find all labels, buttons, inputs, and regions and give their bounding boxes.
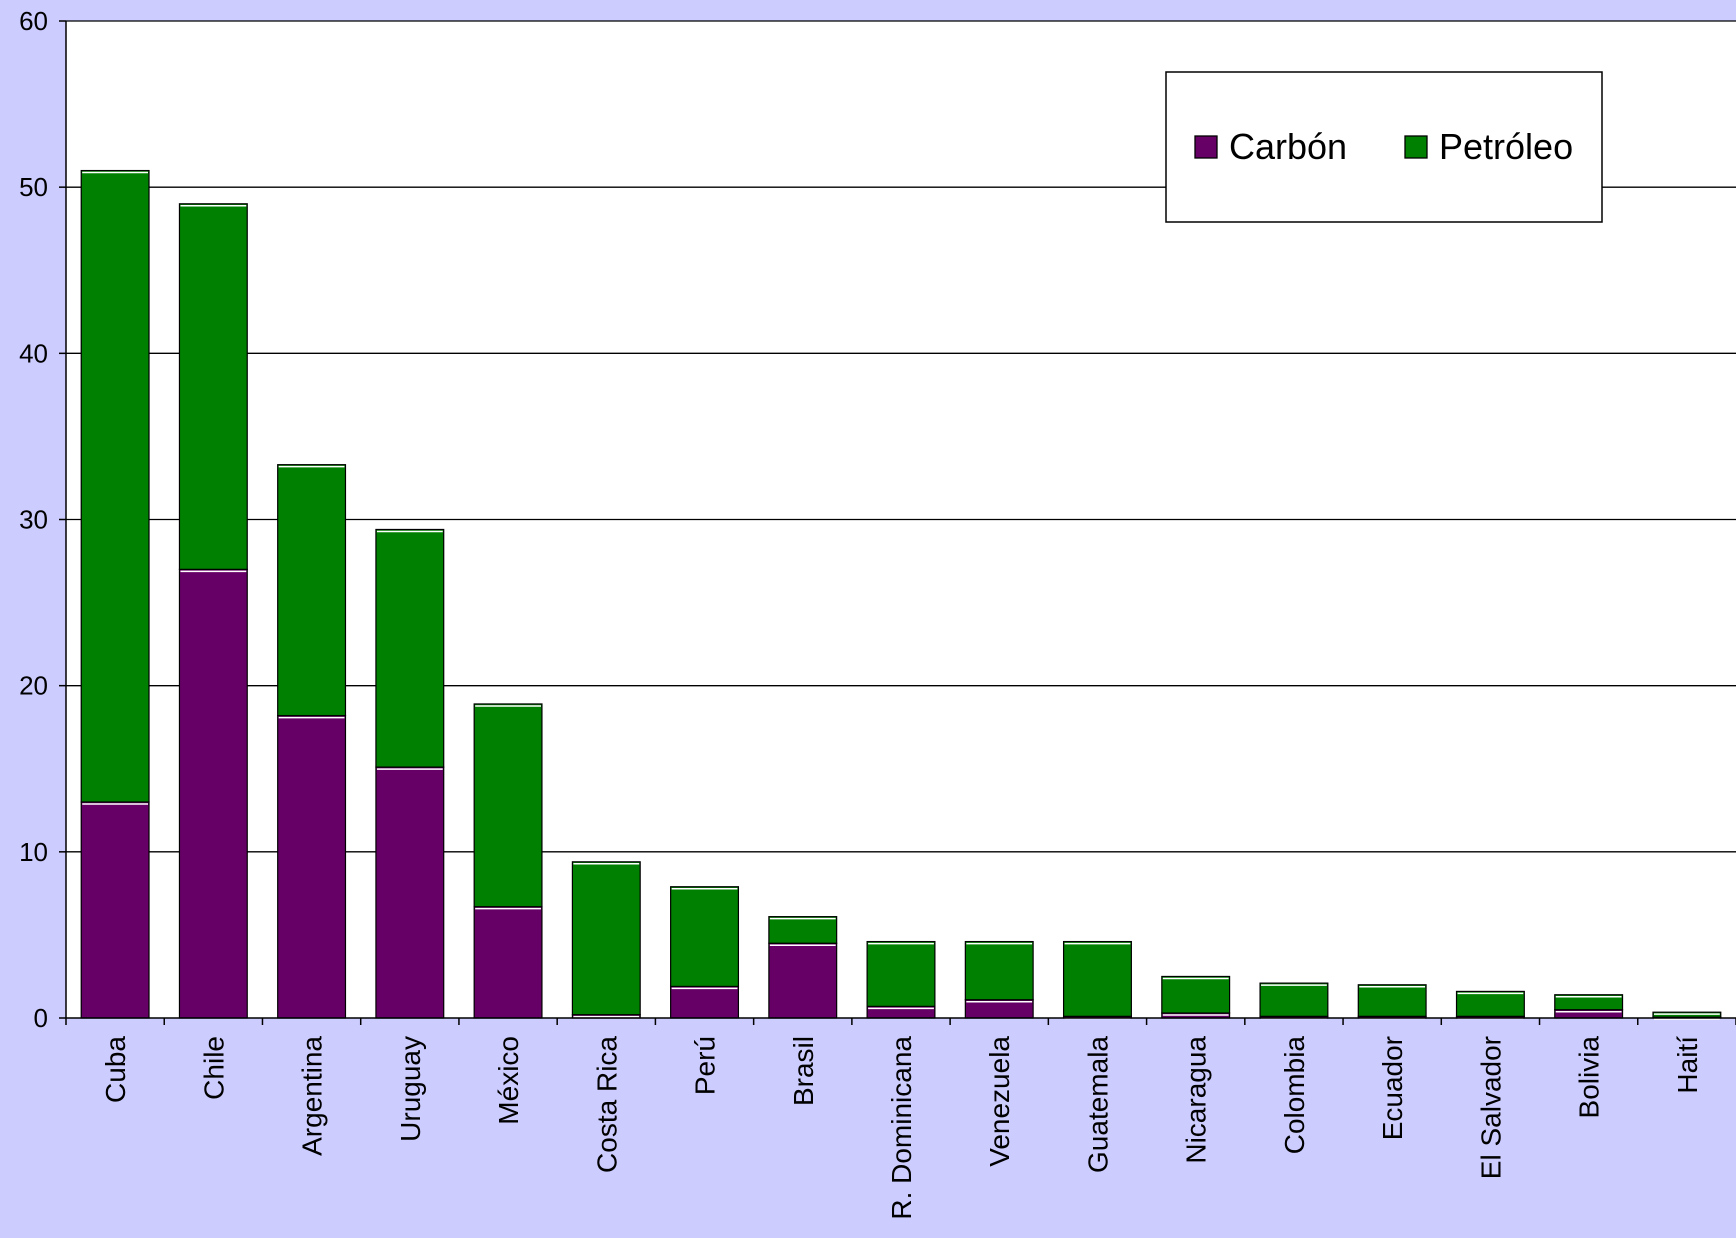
bar-carbon [277,714,347,1019]
bar-petroleo [1357,984,1427,1017]
y-tick-label: 40 [19,338,48,368]
x-tick-label: Bolivia [1574,1036,1605,1119]
bar-petroleo [670,886,740,988]
x-tick-label: Guatemala [1082,1036,1113,1173]
bar-petroleo [571,861,641,1016]
bar-carbon [375,766,445,1019]
bar-petroleo [768,916,838,944]
bar-carbon [473,906,543,1019]
x-tick-label: Costa Rica [591,1036,622,1173]
bar-petroleo [1062,940,1132,1017]
x-tick-label: Argentina [297,1036,328,1156]
y-tick-label: 30 [19,505,48,535]
bar-carbon [80,801,150,1019]
x-tick-label: Nicaragua [1181,1036,1212,1164]
axes [59,20,1736,1025]
bar-carbon [178,568,248,1019]
bar-petroleo [277,464,347,717]
bar-petroleo [1259,982,1329,1017]
x-tick-label: El Salvador [1475,1036,1506,1179]
bar-petroleo [1161,975,1231,1014]
x-tick-label: Colombia [1279,1036,1310,1155]
x-tick-labels: Cuba Chile Argentina Uruguay México Costa Ric… [100,1036,1703,1220]
y-tick-label: 60 [19,6,48,36]
x-tick-label: Uruguay [395,1036,426,1142]
bar-petroleo [375,528,445,768]
y-tick-label: 50 [19,172,48,202]
bar-carbon [768,942,838,1019]
x-tick-label: Venezuela [984,1036,1015,1167]
legend-swatch-carbon [1194,135,1218,159]
legend-label-carbon: Carbón [1229,126,1347,167]
bar-petroleo [964,940,1034,1001]
x-tick-label: Haití [1672,1036,1703,1094]
bar-carbon [670,985,740,1019]
bar-petroleo [80,169,150,803]
bar-petroleo [1554,994,1624,1011]
legend-box [1165,71,1603,223]
bar-petroleo [866,940,936,1007]
bar-petroleo [178,203,248,570]
x-tick-label: Cuba [100,1036,131,1103]
x-tick-label: Chile [198,1036,229,1100]
x-tick-label: Perú [690,1036,721,1095]
x-tick-label: México [493,1036,524,1125]
legend-swatch-petroleo [1404,135,1428,159]
legend-label-petroleo: Petróleo [1439,126,1573,167]
bars [80,169,1722,1020]
x-tick-label: Ecuador [1377,1036,1408,1140]
y-tick-label: 20 [19,671,48,701]
y-tick-labels: 0 10 20 30 40 50 60 [19,6,48,1033]
bar-petroleo [1455,990,1525,1017]
bar-petroleo [473,703,543,908]
y-tick-label: 0 [34,1003,48,1033]
bar-carbon [1554,1009,1624,1019]
x-tick-label: R. Dominicana [886,1036,917,1220]
legend: Carbón Petróleo [1165,71,1603,223]
x-tick-label: Brasil [788,1036,819,1106]
y-tick-label: 10 [19,837,48,867]
